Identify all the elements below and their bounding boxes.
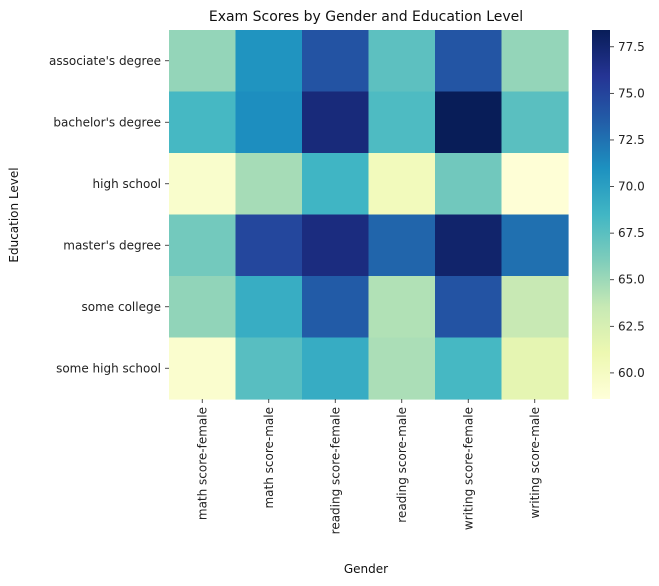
x-tick-label: math score-female [195,407,209,520]
heatmap-cell [302,214,370,277]
y-axis-label: Education Level [7,167,21,262]
heatmap-cell [169,214,237,277]
heatmap-cell [501,214,569,277]
x-tick-label: writing score-male [528,407,542,519]
colorbar-tick-label: 77.5 [618,40,645,54]
heatmap-cell [501,30,569,93]
y-tick-label: bachelor's degree [53,115,161,129]
heatmap-cell [368,153,436,216]
colorbar-tick-label: 70.0 [618,180,645,194]
y-tick-label: master's degree [63,238,161,252]
heatmap-cells [169,30,569,400]
heatmap-cell [235,91,303,154]
heatmap-cell [302,91,370,154]
heatmap-cell [368,91,436,154]
heatmap-cell [235,214,303,277]
heatmap-cell [501,276,569,339]
x-tick-label: math score-male [262,407,276,509]
heatmap-cell [501,153,569,216]
heatmap-cell [169,337,237,400]
heatmap-cell [302,30,370,93]
heatmap-cell [302,153,370,216]
x-tick-label: writing score-female [461,407,475,530]
colorbar [592,30,610,399]
y-tick-label: some college [82,300,161,314]
heatmap-cell [435,153,503,216]
heatmap-cell [368,337,436,400]
heatmap-cell [235,153,303,216]
y-tick-label: some high school [56,361,161,375]
heatmap-cell [435,337,503,400]
y-tick-label: high school [93,177,161,191]
heatmap-cell [169,91,237,154]
colorbar-tick-label: 67.5 [618,226,645,240]
colorbar-tick-label: 60.0 [618,366,645,380]
x-tick-labels: math score-female math score-male reading … [195,399,542,534]
x-tick-label: reading score-male [395,407,409,523]
heatmap-cell [235,337,303,400]
heatmap-cell [435,30,503,93]
x-tick-label: reading score-female [328,407,342,534]
colorbar-tick-label: 65.0 [618,273,645,287]
x-axis-label: Gender [344,562,388,576]
colorbar-tick-label: 62.5 [618,319,645,333]
heatmap-cell [235,276,303,339]
heatmap-cell [235,30,303,93]
y-tick-labels: associate's degree bachelor's degree high … [49,54,169,375]
heatmap-cell [169,30,237,93]
heatmap-cell [169,153,237,216]
heatmap-cell [368,214,436,277]
colorbar-tick-label: 72.5 [618,133,645,147]
heatmap-cell [501,91,569,154]
y-tick-label: associate's degree [49,54,161,68]
heatmap-cell [368,30,436,93]
heatmap-cell [435,91,503,154]
heatmap-cell [435,214,503,277]
heatmap-cell [368,276,436,339]
heatmap-cell [302,337,370,400]
heatmap-cell [501,337,569,400]
colorbar-tick-label: 75.0 [618,86,645,100]
heatmap-cell [169,276,237,339]
chart-title: Exam Scores by Gender and Education Leve… [209,9,523,25]
colorbar-ticks: 60.0 62.5 65.0 67.5 70.0 72.5 75.0 77.5 [610,40,645,380]
heatmap-cell [435,276,503,339]
heatmap-cell [302,276,370,339]
